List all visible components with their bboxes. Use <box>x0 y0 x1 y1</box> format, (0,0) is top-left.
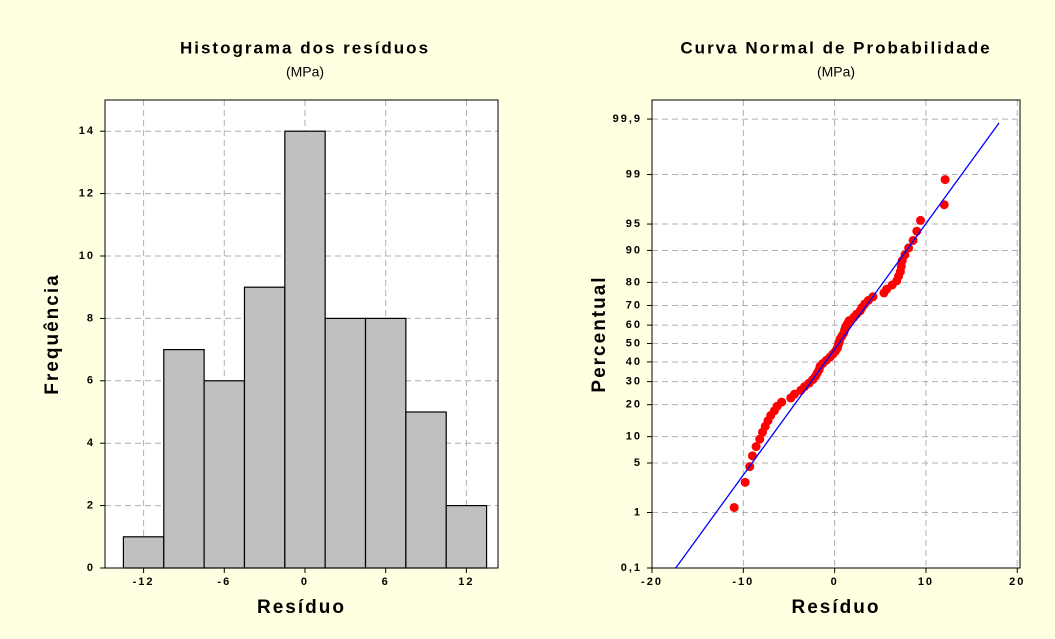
y-tick-label: 99 <box>626 168 642 180</box>
chart-subtitle: (MPa) <box>286 64 324 80</box>
y-tick-label: 10 <box>79 250 95 262</box>
bar <box>122 536 165 569</box>
y-tick-label: 0 <box>87 562 95 574</box>
x-axis-label: Resíduo <box>257 597 346 618</box>
fit-line <box>675 122 1000 569</box>
y-tick-label: 14 <box>79 125 95 137</box>
x-tick-label: -6 <box>217 576 231 588</box>
x-tick-label: 20 <box>1009 576 1025 588</box>
y-tick-label: 80 <box>626 276 642 288</box>
point <box>940 175 950 185</box>
bar <box>163 349 205 569</box>
x-tick-label: -20 <box>641 576 663 588</box>
bar <box>243 286 286 569</box>
x-axis-label: Resíduo <box>792 597 881 618</box>
y-tick-label: 60 <box>626 319 642 331</box>
point <box>740 477 750 487</box>
y-tick-label: 30 <box>626 376 642 388</box>
x-tick-label: 10 <box>918 576 934 588</box>
y-tick-label: 10 <box>626 431 642 443</box>
bar <box>324 317 367 569</box>
point <box>751 442 761 452</box>
y-tick-label: 50 <box>626 337 642 349</box>
x-tick-label: -10 <box>732 576 754 588</box>
y-tick-label: 12 <box>79 188 95 200</box>
point <box>915 215 925 225</box>
x-tick-label: -12 <box>133 576 155 588</box>
chart-subtitle: (MPa) <box>817 64 855 80</box>
point <box>900 250 910 260</box>
x-tick-label: 0 <box>831 576 839 588</box>
x-tick-label: 0 <box>301 576 309 588</box>
bar <box>203 380 246 569</box>
y-tick-label: 6 <box>87 375 95 387</box>
y-tick-label: 95 <box>626 218 642 230</box>
bar <box>284 130 326 569</box>
point <box>777 397 787 407</box>
y-tick-label: 5 <box>634 457 642 469</box>
point <box>729 502 739 512</box>
y-tick-label: 0,1 <box>621 562 642 574</box>
x-tick-label: 6 <box>382 576 390 588</box>
y-tick-label: 8 <box>87 312 95 324</box>
bar <box>405 411 447 569</box>
y-tick-label: 99,9 <box>613 113 642 125</box>
plot-frame <box>651 99 1021 569</box>
chart-title: Histograma dos resíduos <box>180 38 430 57</box>
y-tick-label: 40 <box>626 356 642 368</box>
bar <box>445 505 488 569</box>
plot-frame <box>104 99 499 569</box>
y-tick-label: 2 <box>87 500 95 512</box>
point <box>755 434 765 444</box>
y-tick-label: 90 <box>626 244 642 256</box>
y-axis-label: Percentual <box>589 275 610 392</box>
point <box>939 200 949 210</box>
point <box>747 451 757 461</box>
x-tick-label: 12 <box>458 576 474 588</box>
y-axis-label: Frequência <box>42 273 63 394</box>
y-tick-label: 1 <box>634 506 642 518</box>
y-tick-label: 70 <box>626 299 642 311</box>
bar <box>364 317 407 569</box>
chart-title: Curva Normal de Probabilidade <box>680 38 991 57</box>
y-tick-label: 20 <box>626 399 642 411</box>
y-tick-label: 4 <box>87 437 95 449</box>
